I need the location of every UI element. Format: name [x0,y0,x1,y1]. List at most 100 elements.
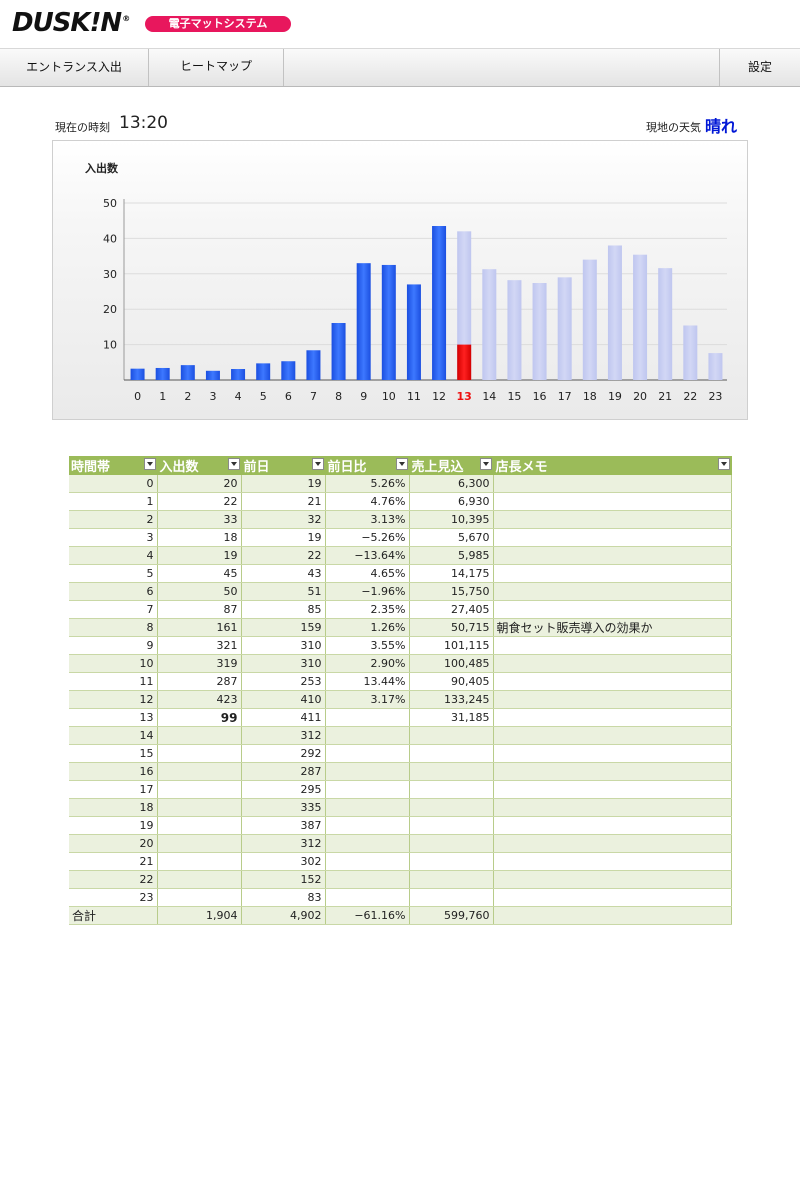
table-cell[interactable]: 15 [69,744,158,763]
table-cell[interactable] [493,780,732,799]
table-cell[interactable]: −1.96% [325,582,410,601]
table-cell[interactable] [493,528,732,547]
table-cell[interactable] [325,888,410,907]
table-cell[interactable] [409,888,494,907]
table-cell[interactable]: 20 [157,475,242,493]
table-cell[interactable]: 22 [157,492,242,511]
table-cell[interactable] [493,726,732,745]
table-cell[interactable] [157,888,242,907]
table-cell[interactable]: 1.26% [325,618,410,637]
table-cell[interactable]: 4.65% [325,564,410,583]
total-cell[interactable] [493,906,732,925]
table-cell[interactable]: 5 [69,564,158,583]
table-cell[interactable]: 6,930 [409,492,494,511]
table-cell[interactable]: 6,300 [409,475,494,493]
table-cell[interactable]: 159 [241,618,326,637]
table-cell[interactable]: 32 [241,510,326,529]
table-cell[interactable] [157,798,242,817]
table-cell[interactable] [157,816,242,835]
table-cell[interactable] [325,780,410,799]
table-cell[interactable] [325,852,410,871]
table-cell[interactable]: 50 [157,582,242,601]
table-cell[interactable] [409,834,494,853]
table-cell[interactable] [493,546,732,565]
table-cell[interactable]: 51 [241,582,326,601]
table-cell[interactable] [409,852,494,871]
table-cell[interactable]: 15,750 [409,582,494,601]
table-cell[interactable]: 5,670 [409,528,494,547]
table-cell[interactable]: 10 [69,654,158,673]
table-cell[interactable]: 292 [241,744,326,763]
table-cell[interactable] [409,744,494,763]
table-cell[interactable]: 21 [241,492,326,511]
table-cell[interactable] [325,726,410,745]
filter-dropdown-icon[interactable] [395,458,408,470]
table-cell[interactable]: 287 [241,762,326,781]
nav-heatmap-button[interactable]: ヒートマップ [149,49,284,86]
table-cell[interactable]: 20 [69,834,158,853]
table-cell[interactable]: 4 [69,546,158,565]
table-cell[interactable]: 99 [157,708,242,727]
table-cell[interactable]: 22 [69,870,158,889]
table-cell[interactable] [409,780,494,799]
table-cell[interactable]: 33 [157,510,242,529]
table-cell[interactable]: 17 [69,780,158,799]
table-cell[interactable]: 14 [69,726,158,745]
table-cell[interactable]: 87 [157,600,242,619]
table-cell[interactable]: 12 [69,690,158,709]
table-cell[interactable] [409,798,494,817]
table-cell[interactable] [325,744,410,763]
table-cell[interactable]: 90,405 [409,672,494,691]
table-cell[interactable] [409,726,494,745]
table-cell[interactable]: 27,405 [409,600,494,619]
table-cell[interactable] [325,708,410,727]
table-cell[interactable]: 45 [157,564,242,583]
table-cell[interactable]: 319 [157,654,242,673]
table-cell[interactable]: 21 [69,852,158,871]
table-cell[interactable] [493,475,732,493]
table-cell[interactable]: 335 [241,798,326,817]
table-cell[interactable]: 3 [69,528,158,547]
table-cell[interactable]: 22 [241,546,326,565]
table-cell[interactable]: 19 [241,475,326,493]
table-cell[interactable] [157,870,242,889]
table-cell[interactable] [409,816,494,835]
table-cell[interactable]: 6 [69,582,158,601]
table-cell[interactable] [493,582,732,601]
nav-settings-button[interactable]: 設定 [719,49,800,86]
table-cell[interactable] [493,762,732,781]
filter-dropdown-icon[interactable] [479,458,492,470]
table-cell[interactable] [157,762,242,781]
table-cell[interactable]: 410 [241,690,326,709]
table-cell[interactable]: 423 [157,690,242,709]
table-cell[interactable] [493,564,732,583]
total-cell[interactable]: 合計 [69,906,158,925]
table-cell[interactable]: 43 [241,564,326,583]
table-cell[interactable]: 312 [241,834,326,853]
table-cell[interactable]: 31,185 [409,708,494,727]
table-cell[interactable]: 50,715 [409,618,494,637]
table-cell[interactable]: 287 [157,672,242,691]
total-cell[interactable]: 1,904 [157,906,242,925]
total-cell[interactable]: −61.16% [325,906,410,925]
table-cell[interactable]: 5,985 [409,546,494,565]
table-cell[interactable] [325,870,410,889]
table-cell[interactable] [493,708,732,727]
table-cell[interactable] [493,834,732,853]
table-cell[interactable] [493,636,732,655]
table-cell[interactable]: 295 [241,780,326,799]
table-cell[interactable]: 101,115 [409,636,494,655]
table-cell[interactable] [157,780,242,799]
table-cell[interactable]: 19 [157,546,242,565]
table-cell[interactable]: 19 [241,528,326,547]
table-cell[interactable]: 310 [241,636,326,655]
table-cell[interactable]: 1 [69,492,158,511]
table-cell[interactable] [157,726,242,745]
table-cell[interactable] [325,834,410,853]
table-cell[interactable]: 8 [69,618,158,637]
filter-dropdown-icon[interactable] [143,458,156,470]
filter-dropdown-icon[interactable] [717,458,730,470]
table-cell[interactable]: 83 [241,888,326,907]
table-cell[interactable] [493,852,732,871]
table-cell[interactable]: 18 [69,798,158,817]
